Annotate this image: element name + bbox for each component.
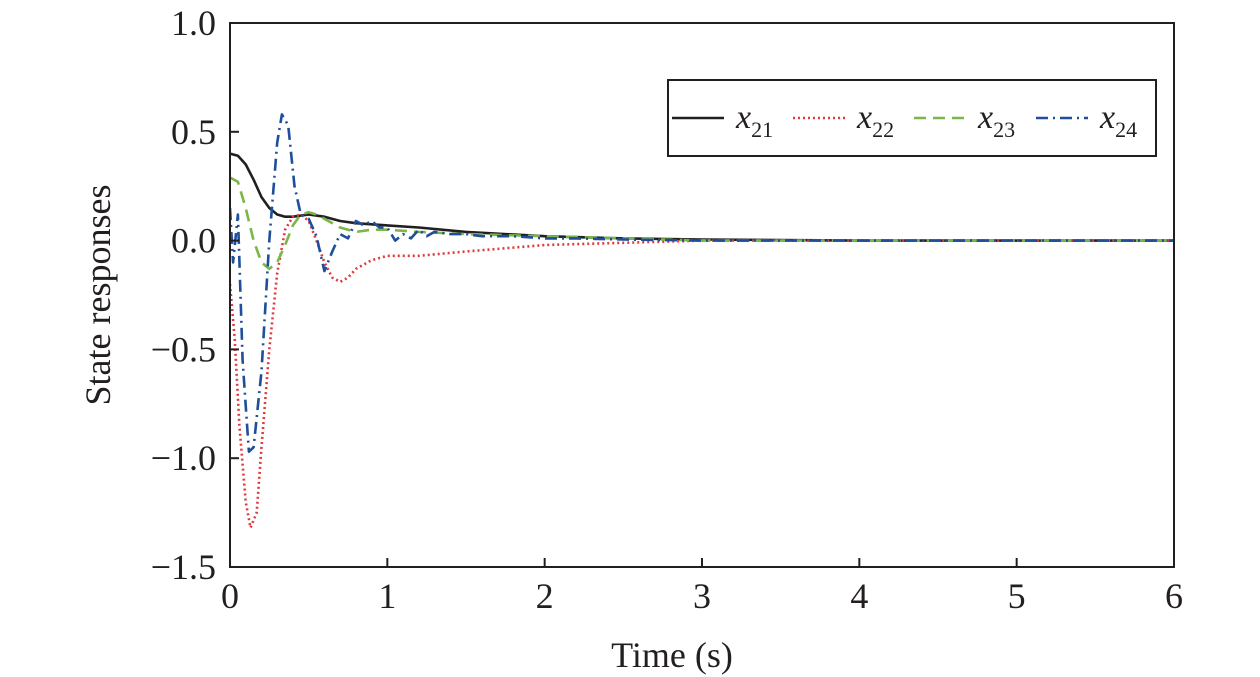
plot-area: [230, 113, 1174, 530]
legend: x21 x22 x23 x24: [667, 79, 1157, 157]
legend-label-x21: x21: [735, 99, 773, 142]
legend-box: [667, 79, 1157, 157]
x-tick-label: 6: [1165, 576, 1183, 616]
legend-subscript: 24: [1115, 117, 1137, 142]
x-tick-label: 0: [221, 576, 239, 616]
legend-symbol: x: [1099, 99, 1115, 136]
legend-subscript: 22: [872, 117, 894, 142]
legend-label-x23: x23: [977, 99, 1015, 142]
x-tick-label: 1: [378, 576, 396, 616]
series-line-x21: [230, 152, 1174, 242]
legend-symbol: x: [977, 99, 993, 136]
x-tick-label: 4: [850, 576, 868, 616]
legend-label-x24: x24: [1099, 99, 1137, 142]
legend-label-x22: x22: [856, 99, 894, 142]
y-tick-label: 1.0: [171, 3, 216, 43]
y-axis-title: State responses: [78, 185, 118, 406]
y-tick-label: 0.5: [171, 112, 216, 152]
x-tick-label: 5: [1008, 576, 1026, 616]
series-line-x24: [230, 113, 1174, 454]
y-tick-label: −1.5: [151, 547, 216, 587]
x-tick-label: 3: [693, 576, 711, 616]
series-line-x22: [230, 213, 1174, 530]
y-tick-label: −1.0: [151, 438, 216, 478]
y-tick-label: 0.0: [171, 221, 216, 261]
y-tick-label: −0.5: [151, 329, 216, 369]
legend-subscript: 21: [751, 117, 773, 142]
legend-symbol: x: [856, 99, 872, 136]
x-tick-label: 2: [536, 576, 554, 616]
x-axis-title: Time (s): [611, 635, 733, 675]
legend-subscript: 23: [993, 117, 1015, 142]
legend-symbol: x: [735, 99, 751, 136]
